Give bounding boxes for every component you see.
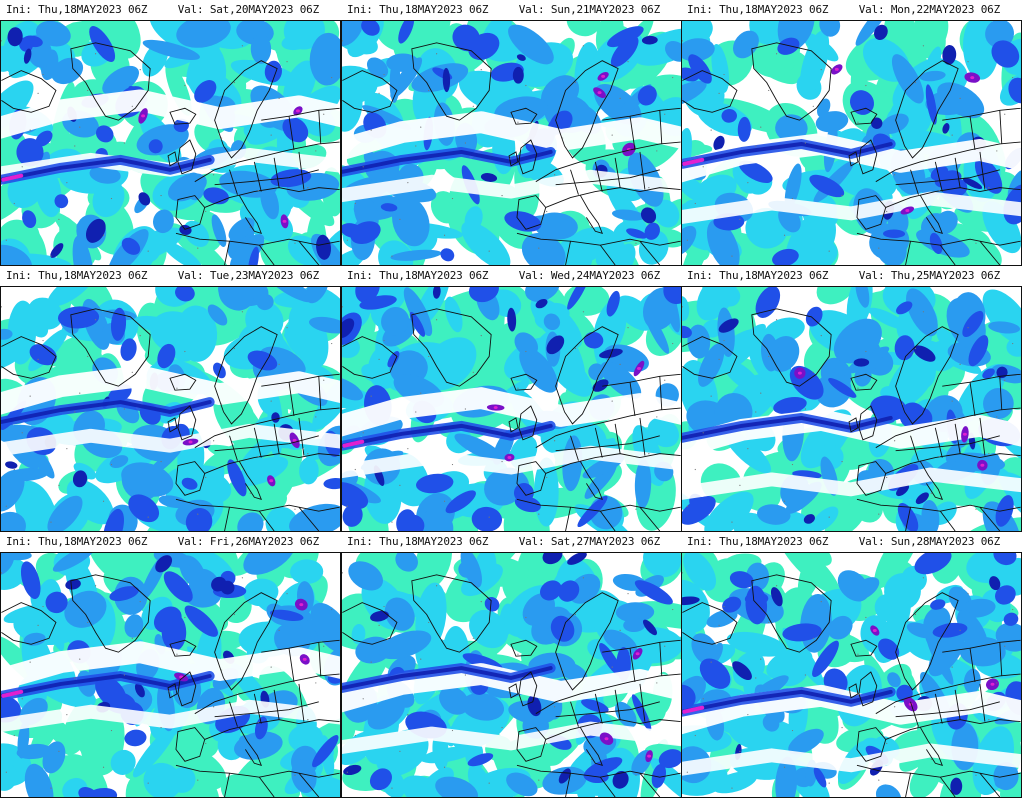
weather-map <box>0 286 341 532</box>
panel-header: Ini: Thu,18MAY2023 06Z Val: Sat,27MAY2023… <box>341 532 682 552</box>
init-time-label: Ini: Thu,18MAY2023 06Z <box>6 269 148 282</box>
valid-time-label: Val: Wed,24MAY2023 06Z <box>518 269 660 282</box>
weather-field-svg <box>682 287 1021 531</box>
forecast-panel: Ini: Thu,18MAY2023 06Z Val: Sat,27MAY2023… <box>341 532 682 799</box>
valid-time-label: Val: Sat,27MAY2023 06Z <box>518 535 660 548</box>
panel-header: Ini: Thu,18MAY2023 06Z Val: Mon,22MAY2023… <box>681 0 1022 20</box>
valid-time-label: Val: Sat,20MAY2023 06Z <box>177 3 319 16</box>
weather-field-svg <box>342 553 681 797</box>
init-time-label: Ini: Thu,18MAY2023 06Z <box>347 535 489 548</box>
weather-field-svg <box>1 287 340 531</box>
forecast-panel: Ini: Thu,18MAY2023 06Z Val: Sun,28MAY2023… <box>681 532 1022 799</box>
weather-field-svg <box>682 553 1021 797</box>
forecast-panel: Ini: Thu,18MAY2023 06Z Val: Mon,22MAY2023… <box>681 0 1022 267</box>
weather-map <box>341 552 682 798</box>
valid-time-label: Val: Fri,26MAY2023 06Z <box>177 535 319 548</box>
valid-time-label: Val: Sun,28MAY2023 06Z <box>858 535 1000 548</box>
weather-field-svg <box>682 21 1021 265</box>
weather-field-svg <box>1 21 340 265</box>
forecast-panel: Ini: Thu,18MAY2023 06Z Val: Fri,26MAY2023… <box>0 532 341 799</box>
weather-field-svg <box>342 287 681 531</box>
weather-map <box>681 552 1022 798</box>
forecast-panel: Ini: Thu,18MAY2023 06Z Val: Wed,24MAY2023… <box>341 266 682 533</box>
init-time-label: Ini: Thu,18MAY2023 06Z <box>6 535 148 548</box>
weather-map <box>681 20 1022 266</box>
weather-field-svg <box>1 553 340 797</box>
init-time-label: Ini: Thu,18MAY2023 06Z <box>347 3 489 16</box>
panel-header: Ini: Thu,18MAY2023 06Z Val: Wed,24MAY2023… <box>341 266 682 286</box>
forecast-panel: Ini: Thu,18MAY2023 06Z Val: Tue,23MAY2023… <box>0 266 341 533</box>
forecast-panel: Ini: Thu,18MAY2023 06Z Val: Thu,25MAY2023… <box>681 266 1022 533</box>
panel-header: Ini: Thu,18MAY2023 06Z Val: Tue,23MAY2023… <box>0 266 341 286</box>
valid-time-label: Val: Thu,25MAY2023 06Z <box>858 269 1000 282</box>
forecast-panel: Ini: Thu,18MAY2023 06Z Val: Sun,21MAY2023… <box>341 0 682 267</box>
forecast-panel: Ini: Thu,18MAY2023 06Z Val: Sat,20MAY2023… <box>0 0 341 267</box>
weather-map <box>681 286 1022 532</box>
weather-map <box>341 20 682 266</box>
weather-map <box>0 552 341 798</box>
panel-header: Ini: Thu,18MAY2023 06Z Val: Thu,25MAY2023… <box>681 266 1022 286</box>
weather-map <box>341 286 682 532</box>
weather-map <box>0 20 341 266</box>
valid-time-label: Val: Mon,22MAY2023 06Z <box>858 3 1000 16</box>
init-time-label: Ini: Thu,18MAY2023 06Z <box>687 269 829 282</box>
weather-field-svg <box>342 21 681 265</box>
init-time-label: Ini: Thu,18MAY2023 06Z <box>687 535 829 548</box>
init-time-label: Ini: Thu,18MAY2023 06Z <box>347 269 489 282</box>
init-time-label: Ini: Thu,18MAY2023 06Z <box>687 3 829 16</box>
valid-time-label: Val: Tue,23MAY2023 06Z <box>177 269 319 282</box>
panel-header: Ini: Thu,18MAY2023 06Z Val: Sun,28MAY2023… <box>681 532 1022 552</box>
valid-time-label: Val: Sun,21MAY2023 06Z <box>518 3 660 16</box>
init-time-label: Ini: Thu,18MAY2023 06Z <box>6 3 148 16</box>
panel-header: Ini: Thu,18MAY2023 06Z Val: Sun,21MAY2023… <box>341 0 682 20</box>
panel-header: Ini: Thu,18MAY2023 06Z Val: Sat,20MAY2023… <box>0 0 341 20</box>
panel-header: Ini: Thu,18MAY2023 06Z Val: Fri,26MAY2023… <box>0 532 341 552</box>
